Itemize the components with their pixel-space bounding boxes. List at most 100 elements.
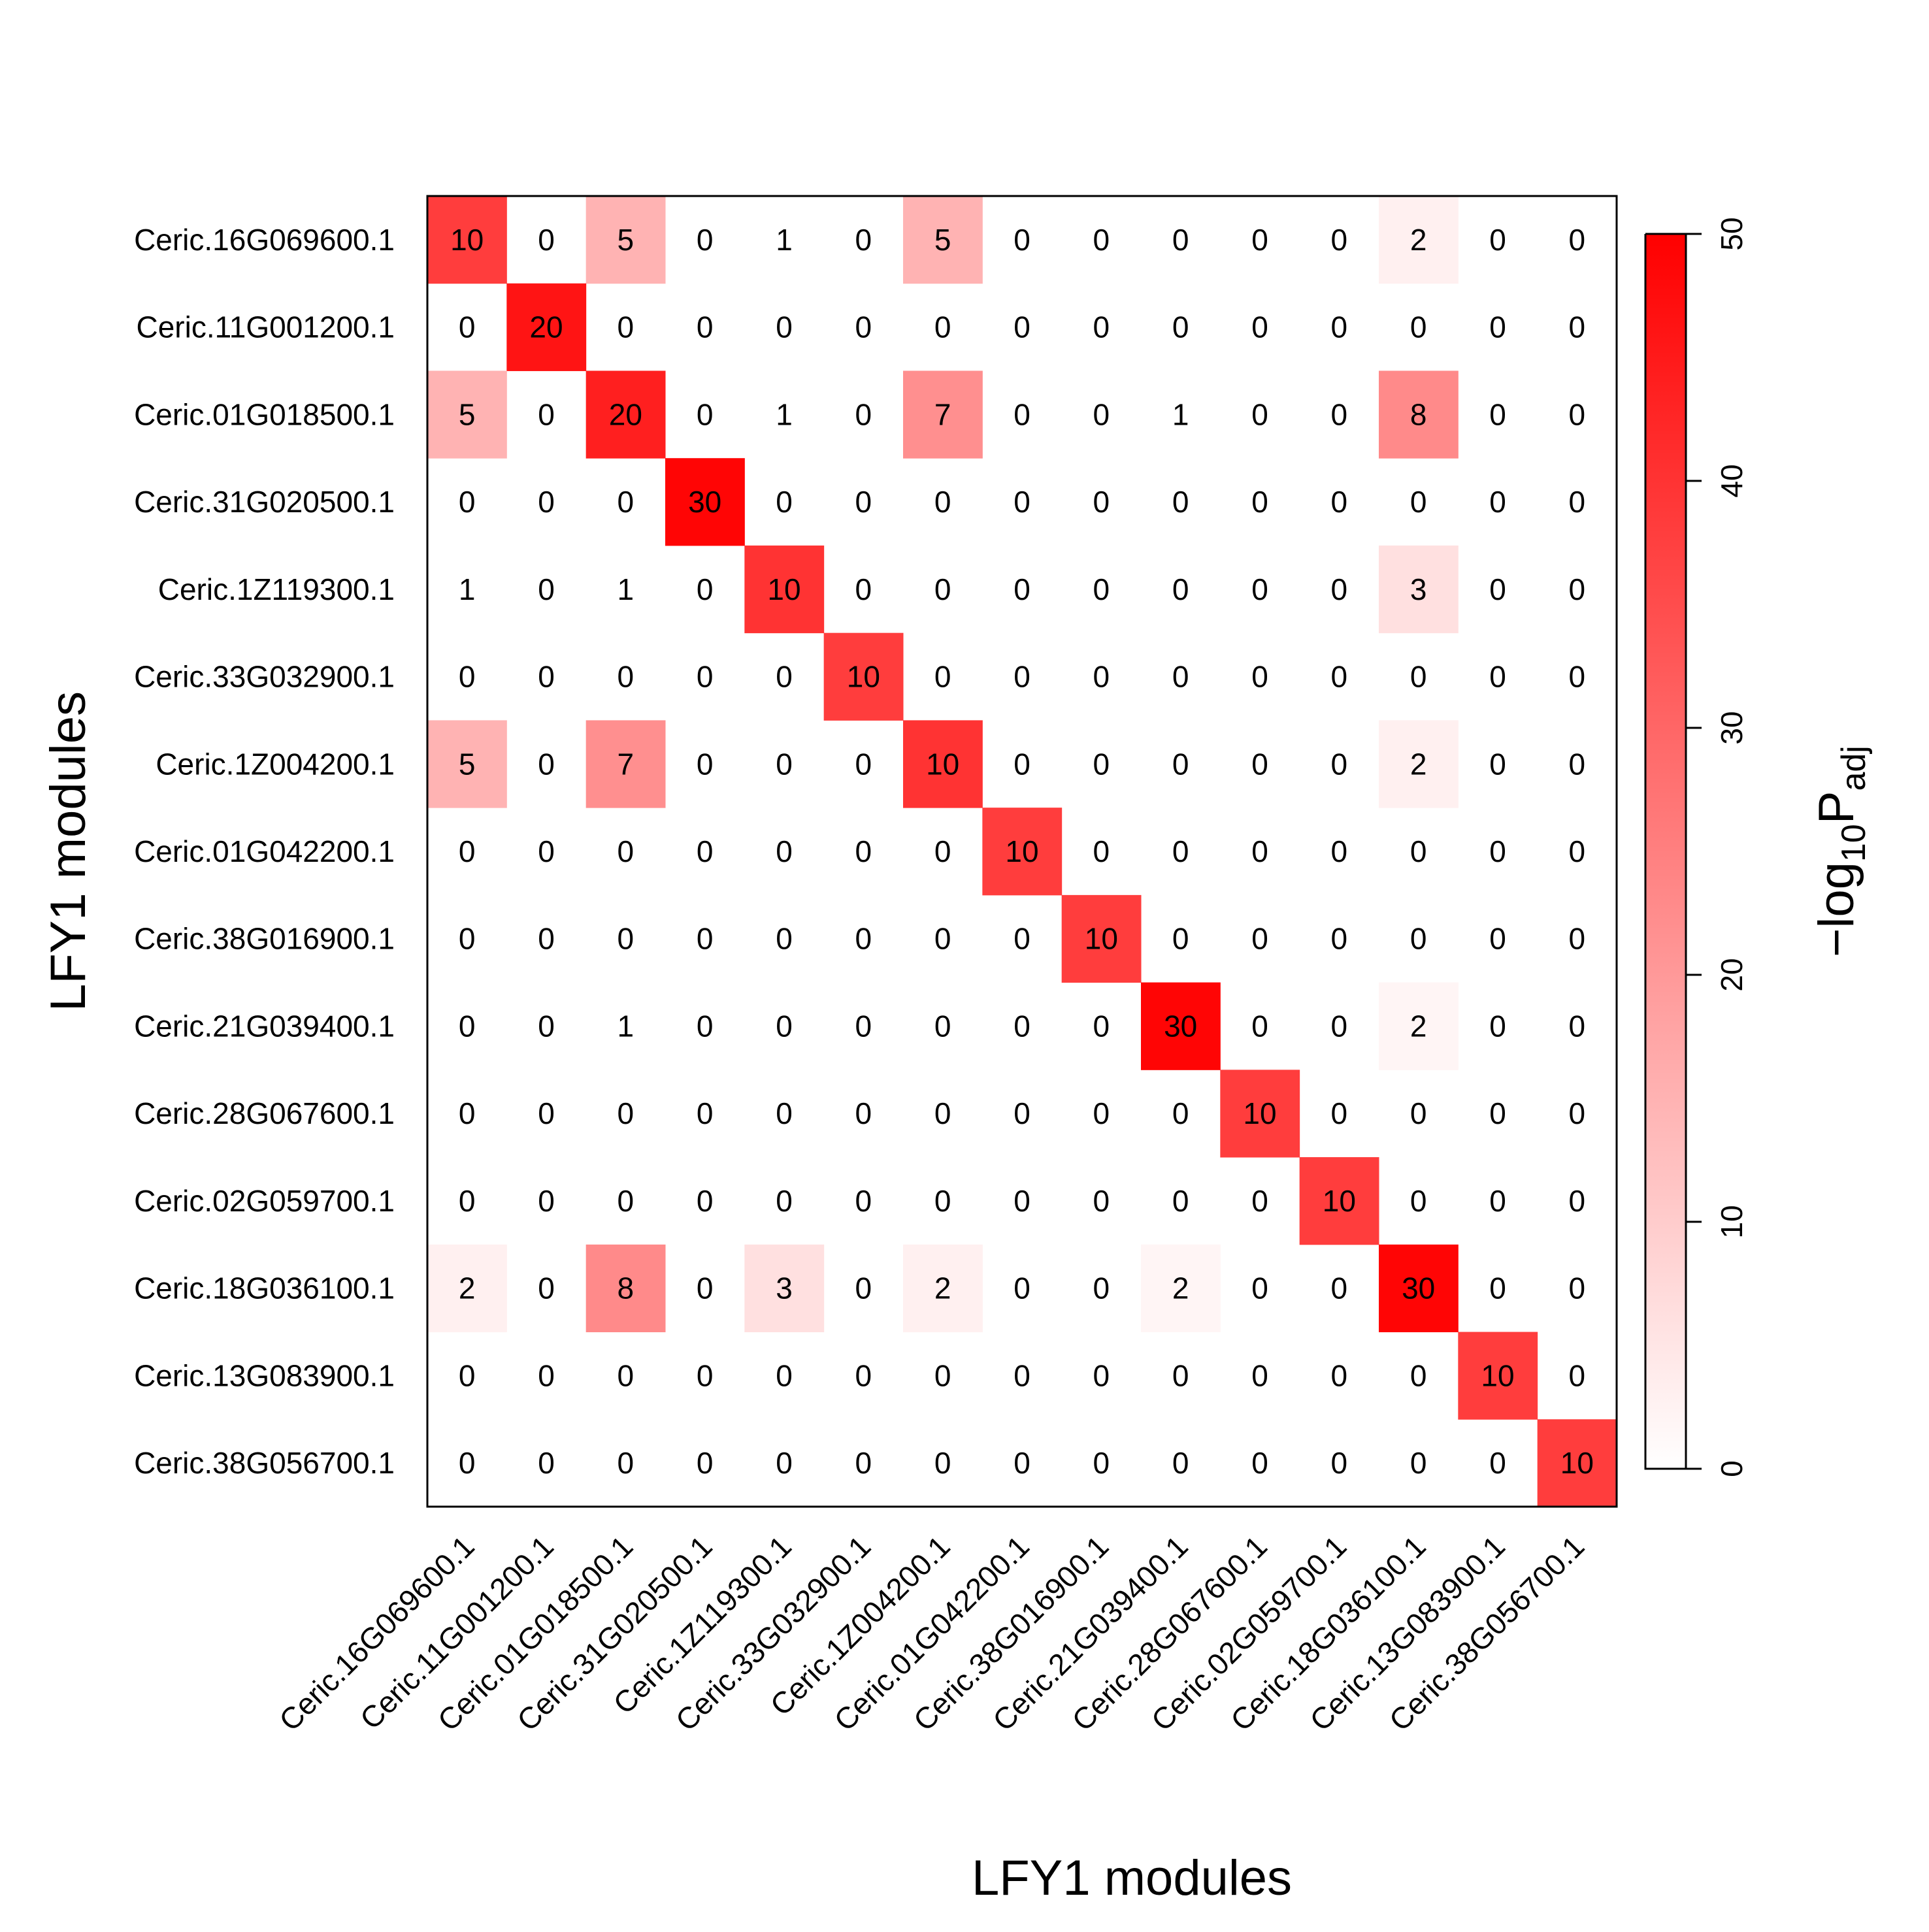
cell-value-label: 0 [1251, 1184, 1268, 1218]
heatmap-cell [1379, 982, 1459, 1070]
y-tick-label: Ceric.1Z119300.1 [158, 572, 395, 606]
cell-value-label: 0 [1172, 1446, 1189, 1480]
cell-value-label: 20 [609, 397, 642, 431]
cell-value-label: 0 [1251, 747, 1268, 781]
cell-value-label: 0 [1331, 1009, 1348, 1043]
heatmap-cell [585, 720, 666, 808]
cell-value-label: 1 [776, 223, 793, 257]
cell-value-label: 10 [1243, 1096, 1276, 1130]
cell-value-label: 2 [1410, 223, 1427, 257]
cell-value-label: 0 [1093, 834, 1110, 868]
cell-value-label: 30 [1164, 1009, 1197, 1043]
cell-value-label: 0 [1172, 747, 1189, 781]
cell-value-label: 0 [1093, 1271, 1110, 1305]
cell-value-label: 0 [1014, 1358, 1030, 1392]
cell-value-label: 2 [934, 1271, 951, 1305]
cell-value-label: 5 [459, 397, 476, 431]
cell-value-label: 0 [1172, 834, 1189, 868]
colorbar-ticks: 0 10 20 30 40 50 [1686, 217, 1749, 1477]
cell-value-label: 2 [459, 1271, 476, 1305]
cell-value-label: 0 [1251, 310, 1268, 344]
cell-value-label: 0 [934, 1446, 951, 1480]
cell-value-label: 0 [1093, 1096, 1110, 1130]
cell-value-label: 0 [1014, 397, 1030, 431]
heatmap-cell [427, 1244, 507, 1333]
cell-value-label: 0 [1172, 660, 1189, 694]
cell-value-label: 0 [697, 660, 714, 694]
cell-value-label: 8 [1410, 397, 1427, 431]
cell-value-label: 30 [1402, 1271, 1435, 1305]
cell-value-label: 0 [934, 1358, 951, 1392]
cell-value-label: 0 [1093, 1358, 1110, 1392]
cell-value-label: 0 [934, 834, 951, 868]
heatmap-cell [1379, 1244, 1459, 1333]
cell-value-label: 2 [1172, 1271, 1189, 1305]
colorbar-tick-label: 40 [1715, 464, 1749, 497]
x-axis-label: LFY1 modules [972, 1850, 1292, 1906]
cell-value-label: 0 [1014, 747, 1030, 781]
cell-value-label: 0 [1569, 747, 1586, 781]
cell-value-label: 0 [618, 485, 635, 519]
heatmap-cell [1379, 720, 1459, 808]
colorbar-label: −log10Padj [1809, 745, 1873, 957]
cell-value-label: 0 [776, 660, 793, 694]
cell-value-label: 0 [776, 310, 793, 344]
cell-value-label: 0 [1172, 1358, 1189, 1392]
cell-value-label: 0 [934, 572, 951, 606]
cell-value-label: 0 [1251, 1446, 1268, 1480]
cell-value-label: 0 [1251, 223, 1268, 257]
heatmap-cell [1537, 1419, 1617, 1507]
heatmap-cell [506, 283, 587, 371]
cell-value-label: 10 [450, 223, 484, 257]
heatmap-cell [1379, 370, 1459, 459]
cell-value-label: 0 [697, 1009, 714, 1043]
cell-value-label: 0 [1014, 660, 1030, 694]
cell-value-label: 0 [618, 1446, 635, 1480]
colorbar-label-main: −log [1809, 862, 1864, 957]
cell-value-label: 0 [459, 485, 476, 519]
cell-value-label: 0 [934, 660, 951, 694]
colorbar-tick-label: 0 [1715, 1460, 1749, 1477]
cell-value-label: 0 [1093, 397, 1110, 431]
y-tick-label: Ceric.31G020500.1 [134, 485, 395, 519]
cell-value-label: 0 [1410, 1358, 1427, 1392]
cell-value-label: 0 [459, 310, 476, 344]
cell-value-label: 0 [538, 1096, 555, 1130]
cell-value-label: 10 [926, 747, 959, 781]
heatmap-cell [1141, 982, 1221, 1070]
cell-value-label: 0 [1489, 397, 1506, 431]
cell-value-label: 0 [855, 223, 872, 257]
cell-value-label: 0 [459, 1446, 476, 1480]
cell-value-label: 0 [855, 1096, 872, 1130]
cell-value-label: 0 [538, 1184, 555, 1218]
cell-value-label: 0 [697, 1096, 714, 1130]
cell-value-label: 0 [1093, 747, 1110, 781]
cell-value-label: 0 [1172, 922, 1189, 956]
cell-value-label: 0 [855, 1009, 872, 1043]
cell-value-label: 0 [1410, 1096, 1427, 1130]
cell-value-label: 0 [697, 223, 714, 257]
cell-value-label: 0 [1569, 1096, 1586, 1130]
colorbar-gradient [1645, 234, 1686, 1469]
cell-value-label: 0 [697, 397, 714, 431]
cell-value-label: 10 [1005, 834, 1038, 868]
cell-value-label: 10 [1085, 922, 1118, 956]
cell-value-label: 0 [1251, 660, 1268, 694]
cell-value-label: 0 [855, 834, 872, 868]
cell-value-label: 0 [934, 922, 951, 956]
cell-value-label: 0 [1251, 397, 1268, 431]
cell-value-label: 0 [1410, 660, 1427, 694]
cell-value-label: 0 [1014, 1184, 1030, 1218]
cell-value-label: 0 [1410, 834, 1427, 868]
cell-value-label: 0 [776, 1096, 793, 1130]
cell-value-label: 0 [1569, 922, 1586, 956]
heatmap-cell [1458, 1332, 1538, 1420]
cell-value-label: 0 [538, 1446, 555, 1480]
heatmap-cell [585, 370, 666, 459]
cell-value-label: 0 [855, 1184, 872, 1218]
colorbar-label-mid: P [1809, 791, 1864, 825]
cell-value-label: 0 [855, 572, 872, 606]
cell-value-label: 0 [1014, 922, 1030, 956]
